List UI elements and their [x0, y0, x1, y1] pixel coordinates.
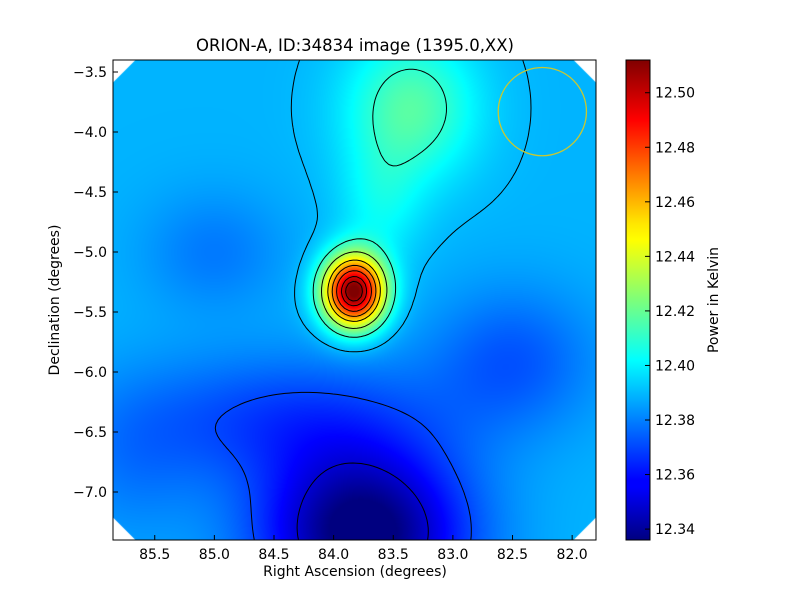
colorbar-tick-12.36: 12.36 — [645, 468, 695, 484]
x-tick-83.5: 83.5 — [378, 535, 409, 563]
colorbar-tick-12.50: 12.50 — [645, 86, 695, 102]
x-tick-label: 84.0 — [318, 547, 349, 563]
contour-line — [327, 259, 381, 322]
colorbar-tick-label: 12.36 — [655, 468, 695, 484]
contour-line — [312, 68, 447, 338]
x-tick-label: 84.5 — [258, 547, 289, 563]
contour-line — [290, 60, 532, 353]
x-tick-84.5: 84.5 — [258, 535, 290, 563]
x-tick-label: 83.5 — [378, 547, 409, 563]
x-tick-label: 83.0 — [437, 547, 468, 563]
y-axis-label: Declination (degrees) — [47, 225, 63, 376]
x-tick-label: 85.5 — [139, 547, 170, 563]
x-tick-82.5: 82.5 — [497, 535, 528, 563]
y-tick-label: −5.0 — [73, 245, 107, 261]
colorbar-tick-label: 12.48 — [655, 140, 695, 156]
y-tick-label: −6.5 — [73, 425, 107, 441]
x-tick-82.0: 82.0 — [557, 535, 588, 563]
y-tick--6.5: −6.5 — [73, 425, 118, 441]
y-tick--4.0: −4.0 — [73, 125, 118, 141]
y-tick--6.0: −6.0 — [73, 365, 118, 381]
heatmap-image — [113, 60, 596, 540]
y-tick--5.5: −5.5 — [73, 305, 118, 321]
colorbar-tick-12.46: 12.46 — [645, 195, 695, 211]
x-tick-83.0: 83.0 — [437, 535, 468, 563]
y-tick-label: −6.0 — [73, 365, 107, 381]
colorbar-label: Power in Kelvin — [706, 247, 722, 353]
colorbar-tick-12.38: 12.38 — [645, 413, 695, 429]
contour-lines — [214, 60, 532, 540]
y-tick-label: −3.5 — [73, 65, 107, 81]
contour-line — [321, 251, 388, 329]
plot-frame — [112, 59, 597, 541]
colorbar-tick-12.48: 12.48 — [645, 140, 695, 156]
contour-line — [331, 264, 377, 317]
contour-line — [214, 391, 472, 540]
colorbar-tick-label: 12.44 — [655, 249, 695, 265]
colorbar-tick-12.34: 12.34 — [645, 522, 695, 538]
x-tick-label: 85.0 — [199, 547, 230, 563]
contour-line — [296, 462, 429, 540]
colorbar-tick-label: 12.40 — [655, 358, 695, 374]
y-tick-label: −4.0 — [73, 125, 107, 141]
contour-line — [336, 270, 372, 312]
chart-title: ORION-A, ID:34834 image (1395.0,XX) — [196, 36, 514, 55]
colorbar-tick-label: 12.38 — [655, 413, 695, 429]
y-axis: −3.5 −4.0 −4.5 −5.0 −5.5 −6.0 −6.5 −7.0 — [73, 65, 118, 501]
x-axis-label: Right Ascension (degrees) — [263, 564, 447, 580]
colorbar-tick-12.44: 12.44 — [645, 249, 695, 265]
y-tick--3.5: −3.5 — [73, 65, 118, 81]
beam-circle — [497, 66, 588, 157]
colorbar-gradient — [626, 60, 650, 540]
x-tick-label: 82.0 — [557, 547, 588, 563]
colorbar-tick-12.40: 12.40 — [645, 358, 695, 374]
colorbar-tick-label: 12.50 — [655, 86, 695, 102]
y-tick--5.0: −5.0 — [73, 245, 118, 261]
contour-line — [345, 280, 363, 302]
x-tick-85.0: 85.0 — [199, 535, 230, 563]
x-tick-85.5: 85.5 — [139, 535, 170, 563]
colorbar: 12.34 12.36 12.38 12.40 12.42 12.44 12.4… — [625, 59, 722, 541]
y-tick--7.0: −7.0 — [73, 485, 118, 501]
y-tick-label: −4.5 — [73, 185, 107, 201]
colorbar-tick-label: 12.42 — [655, 304, 695, 320]
x-axis: 85.5 85.0 84.5 84.0 83.5 83.0 82.5 82.0 — [139, 535, 588, 563]
y-tick--4.5: −4.5 — [73, 185, 118, 201]
x-tick-label: 82.5 — [497, 547, 528, 563]
colorbar-tick-12.42: 12.42 — [645, 304, 695, 320]
y-tick-label: −5.5 — [73, 305, 107, 321]
heatmap-area — [113, 60, 596, 540]
contour-line — [340, 276, 368, 307]
x-tick-84.0: 84.0 — [318, 535, 349, 563]
colorbar-tick-label: 12.34 — [655, 522, 695, 538]
colorbar-frame — [625, 59, 651, 541]
colorbar-tick-label: 12.46 — [655, 195, 695, 211]
y-tick-label: −7.0 — [73, 485, 107, 501]
